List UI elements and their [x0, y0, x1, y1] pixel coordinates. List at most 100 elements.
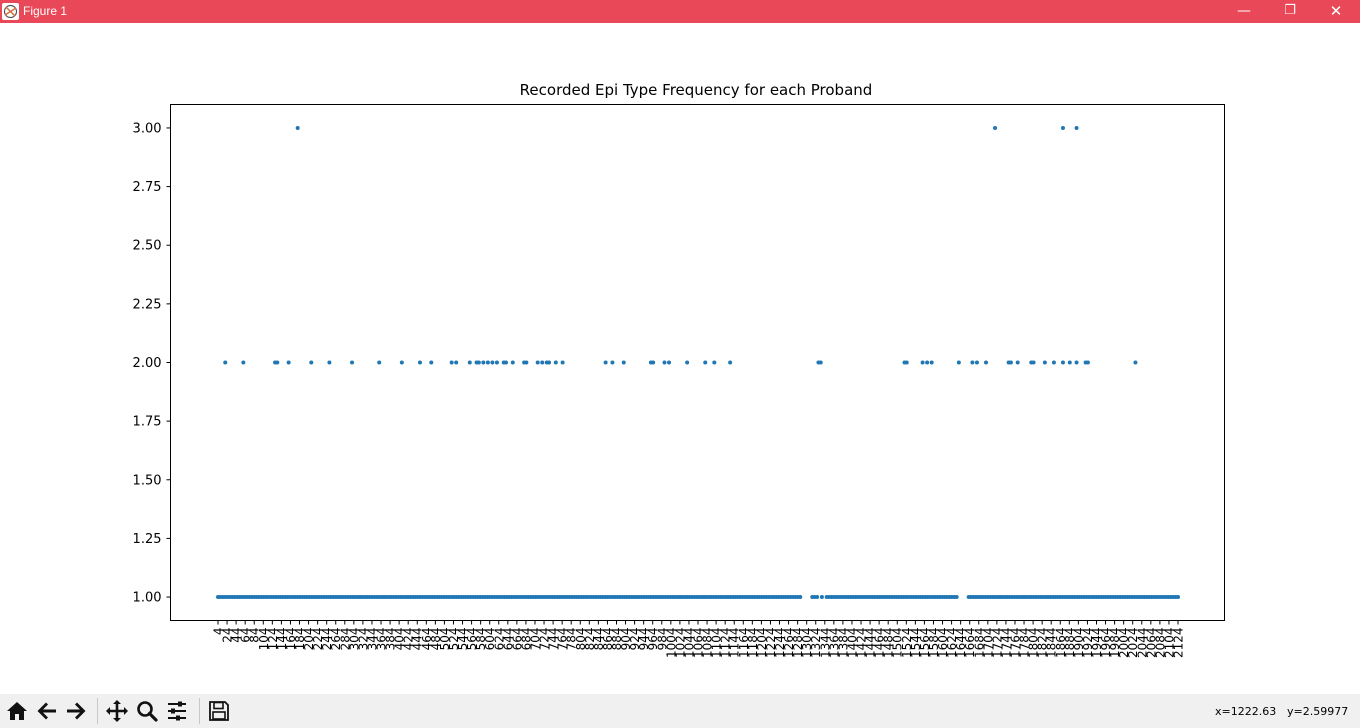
- data-point: [819, 595, 824, 600]
- x-tick-label: 1844: [1045, 628, 1059, 659]
- close-button[interactable]: ✕: [1329, 2, 1343, 20]
- data-point: [429, 360, 434, 365]
- cursor-x-readout: x=1222.63: [1215, 705, 1277, 718]
- x-tick-label: 1084: [701, 628, 715, 659]
- x-tick-label: 2044: [1135, 628, 1149, 659]
- x-tick-label: 1384: [836, 628, 850, 659]
- x-tick-label: 624: [492, 628, 506, 651]
- x-tick-label: 1164: [737, 628, 751, 659]
- x-tick-label: 664: [510, 628, 524, 651]
- data-point: [662, 360, 667, 365]
- data-point: [920, 360, 925, 365]
- zoom-button[interactable]: [133, 697, 161, 725]
- y-tick-label: 2.25: [133, 297, 162, 312]
- x-tick-label: 524: [447, 628, 461, 651]
- y-tick-label: 2.00: [133, 356, 162, 371]
- x-tick-label: 704: [528, 628, 542, 651]
- data-point: [1051, 360, 1056, 365]
- x-tick-label: 544: [456, 628, 470, 651]
- data-point: [1015, 360, 1020, 365]
- x-tick-label: 1024: [673, 628, 687, 659]
- data-point: [454, 360, 459, 365]
- x-tick-label: 644: [501, 628, 515, 651]
- scatter-points: [216, 125, 1180, 600]
- y-tick-label: 1.50: [133, 473, 162, 488]
- x-tick-label: 264: [329, 628, 343, 651]
- forward-button[interactable]: [62, 697, 90, 725]
- data-point: [295, 125, 300, 130]
- save-icon: [209, 701, 229, 721]
- y-tick-label: 2.50: [133, 239, 162, 254]
- maximize-button[interactable]: ❐: [1284, 3, 1296, 18]
- x-tick-label: 1884: [1063, 628, 1077, 659]
- data-point: [449, 360, 454, 365]
- x-tick-label: 1424: [855, 628, 869, 659]
- data-point: [494, 360, 499, 365]
- x-tick-label: 1964: [1099, 628, 1113, 659]
- back-arrow-icon: [37, 702, 56, 720]
- x-tick-label: 504: [438, 628, 452, 651]
- data-point: [399, 360, 404, 365]
- x-tick-label: 124: [266, 628, 280, 651]
- data-point: [925, 360, 930, 365]
- window-titlebar: Figure 1 — ❐ ✕: [0, 0, 1360, 23]
- x-tick-label: 1504: [891, 628, 905, 659]
- data-point: [1176, 595, 1180, 600]
- x-tick-label: 4: [212, 628, 226, 636]
- x-tick-label: 1284: [791, 628, 805, 659]
- data-point: [275, 360, 280, 365]
- x-tick-label: 1344: [818, 628, 832, 659]
- back-button[interactable]: [33, 697, 61, 725]
- data-point: [970, 360, 975, 365]
- data-point: [417, 360, 422, 365]
- x-tick-label: 384: [384, 628, 398, 651]
- x-tick-label: 1104: [710, 628, 724, 659]
- data-point: [350, 360, 355, 365]
- matplotlib-app-icon: [2, 3, 19, 20]
- zoom-icon: [137, 701, 158, 722]
- x-tick-label: 1804: [1027, 628, 1041, 659]
- x-tick-label: 1484: [882, 628, 896, 659]
- y-tick-label: 1.00: [133, 591, 162, 606]
- x-tick-label: 564: [465, 628, 479, 651]
- data-point: [818, 360, 823, 365]
- x-tick-label: 284: [338, 628, 352, 651]
- pan-button[interactable]: [103, 697, 131, 725]
- data-point: [223, 360, 228, 365]
- data-point: [703, 360, 708, 365]
- x-tick-label: 1584: [927, 628, 941, 659]
- data-point: [476, 360, 481, 365]
- navigation-toolbar: x=1222.63 y=2.59977: [0, 694, 1360, 728]
- figure-canvas[interactable]: Recorded Epi Type Frequency for each Pro…: [0, 23, 1360, 694]
- x-tick-label: 2104: [1162, 628, 1176, 659]
- data-point: [547, 360, 552, 365]
- data-point: [712, 360, 717, 365]
- minimize-button[interactable]: —: [1237, 3, 1251, 19]
- data-point: [481, 360, 486, 365]
- x-tick-label: 1144: [728, 628, 742, 659]
- x-tick-label: 1524: [900, 628, 914, 659]
- x-tick-label: 1444: [864, 628, 878, 659]
- data-point: [1133, 360, 1138, 365]
- x-tick-label: 1244: [773, 628, 787, 659]
- configure-subplots-button[interactable]: [163, 697, 191, 725]
- data-point: [1085, 360, 1090, 365]
- data-point: [621, 360, 626, 365]
- data-point: [667, 360, 672, 365]
- save-button[interactable]: [205, 697, 233, 725]
- x-tick-label: 2124: [1172, 628, 1186, 659]
- data-point: [974, 360, 979, 365]
- x-tick-label: 1704: [981, 628, 995, 659]
- data-point: [993, 125, 998, 130]
- x-tick-label: 2084: [1153, 628, 1167, 659]
- x-tick-label: 1904: [1072, 628, 1086, 659]
- data-point: [490, 360, 495, 365]
- x-tick-label: 184: [293, 628, 307, 651]
- x-tick-label: 1924: [1081, 628, 1095, 659]
- home-button[interactable]: [3, 697, 31, 725]
- x-tick-label: 1464: [873, 628, 887, 659]
- x-tick-label: 1044: [682, 628, 696, 659]
- x-tick-label: 1624: [945, 628, 959, 659]
- x-tick-label: 1684: [972, 628, 986, 659]
- data-point: [1008, 360, 1013, 365]
